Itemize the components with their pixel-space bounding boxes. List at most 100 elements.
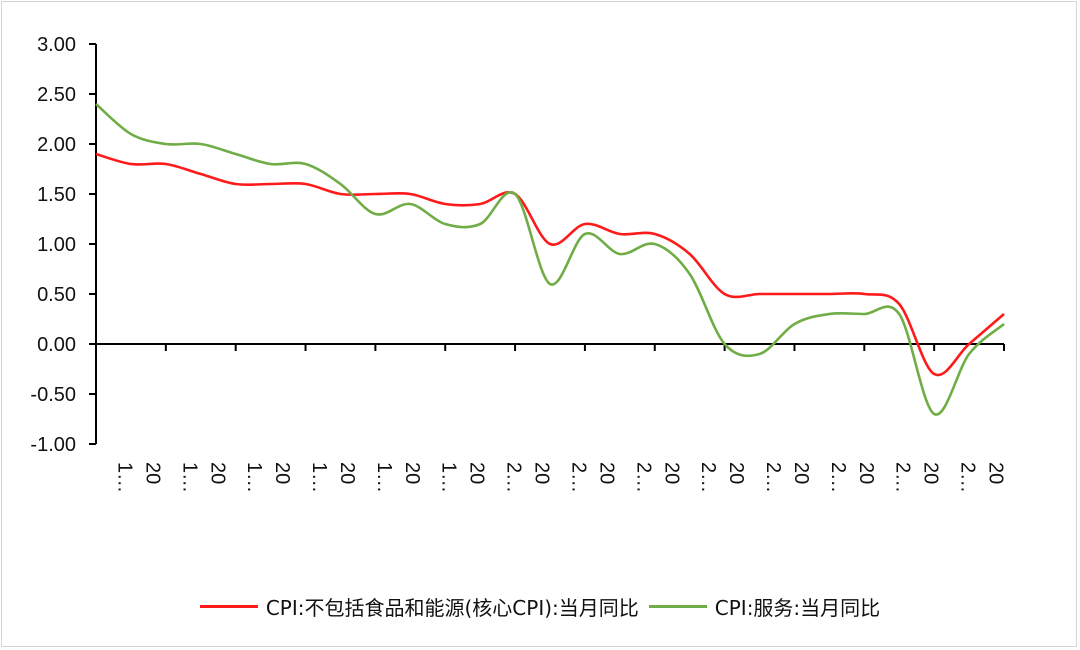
x-tick-label: 1… <box>438 462 460 493</box>
data-point-s0-16 <box>654 233 656 235</box>
data-point-s0-10 <box>444 203 446 205</box>
series-layer <box>95 103 1005 416</box>
data-point-s0-9 <box>409 193 411 195</box>
data-point-s1-6 <box>305 163 307 165</box>
x-tick-label: 20 <box>855 462 877 484</box>
data-point-s1-13 <box>549 283 551 285</box>
series-line-0 <box>95 152 1005 377</box>
x-tick-label: 20 <box>595 462 617 484</box>
x-tick-label: 2… <box>697 462 719 493</box>
x-tick-label: 20 <box>206 462 228 484</box>
y-tick-label: 1.50 <box>37 184 76 206</box>
data-point-s0-2 <box>165 163 167 165</box>
x-tick-label: 20 <box>725 462 747 484</box>
data-point-s1-7 <box>339 183 341 185</box>
x-axis: 1… 20 1… 20 1… 20 1… 20 1… 20 1… 20 2… 20 2… 20 2… 20 2… 20… <box>95 343 1007 493</box>
data-point-s1-9 <box>409 203 411 205</box>
data-point-s1-12 <box>514 193 516 195</box>
data-point-s1-2 <box>165 143 167 145</box>
x-tick-label: 1… <box>178 462 200 493</box>
data-point-s1-17 <box>689 273 691 275</box>
data-point-s1-19 <box>759 353 761 355</box>
x-tick-label: 2… <box>503 462 525 493</box>
series-line-1 <box>95 103 1005 416</box>
data-point-s1-25 <box>968 353 970 355</box>
line-chart: 3.00 2.50 2.00 1.50 1.00 0.50 0.00 -0.50 -1.00 1… <box>30 34 1007 493</box>
data-point-s0-7 <box>339 193 341 195</box>
x-tick-label: 2… <box>827 462 849 493</box>
y-tick-label: 3.00 <box>37 34 76 56</box>
x-tick-label: 20 <box>920 462 942 484</box>
y-tick-label: -0.50 <box>30 384 76 406</box>
data-point-s1-21 <box>828 313 830 315</box>
data-point-s0-19 <box>759 293 761 295</box>
x-tick-label: 1… <box>308 462 330 493</box>
data-point-s0-0 <box>95 153 97 155</box>
data-point-s1-26 <box>1003 323 1005 325</box>
data-point-s0-26 <box>1003 313 1005 315</box>
data-point-s0-18 <box>724 293 726 295</box>
x-tick-label: 2… <box>957 462 979 493</box>
data-point-s0-22 <box>863 293 865 295</box>
data-point-s1-1 <box>130 133 132 135</box>
legend-item-core-cpi: CPI:不包括食品和能源(核心CPI):当月同比 <box>199 592 639 621</box>
y-tick-label: 2.00 <box>37 134 76 156</box>
y-tick-label: 1.00 <box>37 234 76 256</box>
x-tick-label: 1… <box>113 462 135 493</box>
data-point-s0-1 <box>130 163 132 165</box>
legend-swatch-services-cpi <box>648 604 707 608</box>
data-point-s1-4 <box>235 153 237 155</box>
data-point-s1-10 <box>444 223 446 225</box>
data-point-s0-3 <box>200 173 202 175</box>
legend: CPI:不包括食品和能源(核心CPI):当月同比 CPI:服务:当月同比 <box>0 586 1080 626</box>
data-point-s0-17 <box>689 253 691 255</box>
x-tick-label: 2… <box>762 462 784 493</box>
x-tick-label: 20 <box>985 462 1007 484</box>
x-tick-label: 2… <box>892 462 914 493</box>
data-point-s0-14 <box>584 223 586 225</box>
legend-swatch-core-cpi <box>199 604 258 608</box>
legend-label-services-cpi: CPI:服务:当月同比 <box>714 595 881 620</box>
data-point-s1-16 <box>654 243 656 245</box>
data-point-s1-11 <box>479 223 481 225</box>
legend-label-core-cpi: CPI:不包括食品和能源(核心CPI):当月同比 <box>265 595 639 620</box>
y-axis: 3.00 2.50 2.00 1.50 1.00 0.50 0.00 -0.50 -1.00 <box>30 34 97 456</box>
data-point-s0-4 <box>235 183 237 185</box>
x-tick-label: 20 <box>660 462 682 484</box>
data-point-s1-8 <box>374 213 376 215</box>
data-point-s1-14 <box>584 233 586 235</box>
data-point-s0-24 <box>933 373 935 375</box>
data-point-s0-6 <box>305 183 307 185</box>
data-point-s1-15 <box>619 253 621 255</box>
y-tick-label: 0.50 <box>37 284 76 306</box>
x-tick-label: 20 <box>271 462 293 484</box>
x-tick-label: 1… <box>243 462 265 493</box>
y-tick-label: -1.00 <box>30 434 76 456</box>
y-tick-label: 2.50 <box>37 84 76 106</box>
data-point-s0-8 <box>374 193 376 195</box>
data-point-s1-22 <box>863 313 865 315</box>
x-tick-label: 2… <box>632 462 654 493</box>
data-point-s0-20 <box>793 293 795 295</box>
data-point-s0-15 <box>619 233 621 235</box>
x-tick-label: 20 <box>336 462 358 484</box>
data-point-s1-5 <box>270 163 272 165</box>
x-tick-label: 20 <box>790 462 812 484</box>
data-point-s0-11 <box>479 203 481 205</box>
x-tick-label: 20 <box>531 462 553 484</box>
data-point-s0-25 <box>968 343 970 345</box>
data-point-s1-24 <box>933 413 935 415</box>
data-point-s0-13 <box>549 243 551 245</box>
x-tick-label: 20 <box>141 462 163 484</box>
data-point-s1-23 <box>898 313 900 315</box>
data-point-s1-20 <box>793 323 795 325</box>
data-point-s0-5 <box>270 183 272 185</box>
data-point-s1-0 <box>95 103 97 105</box>
x-tick-label: 20 <box>466 462 488 484</box>
legend-item-services-cpi: CPI:服务:当月同比 <box>648 592 881 621</box>
data-point-s1-3 <box>200 143 202 145</box>
data-point-s0-21 <box>828 293 830 295</box>
x-tick-label: 2… <box>567 462 589 493</box>
y-tick-label: 0.00 <box>37 334 76 356</box>
